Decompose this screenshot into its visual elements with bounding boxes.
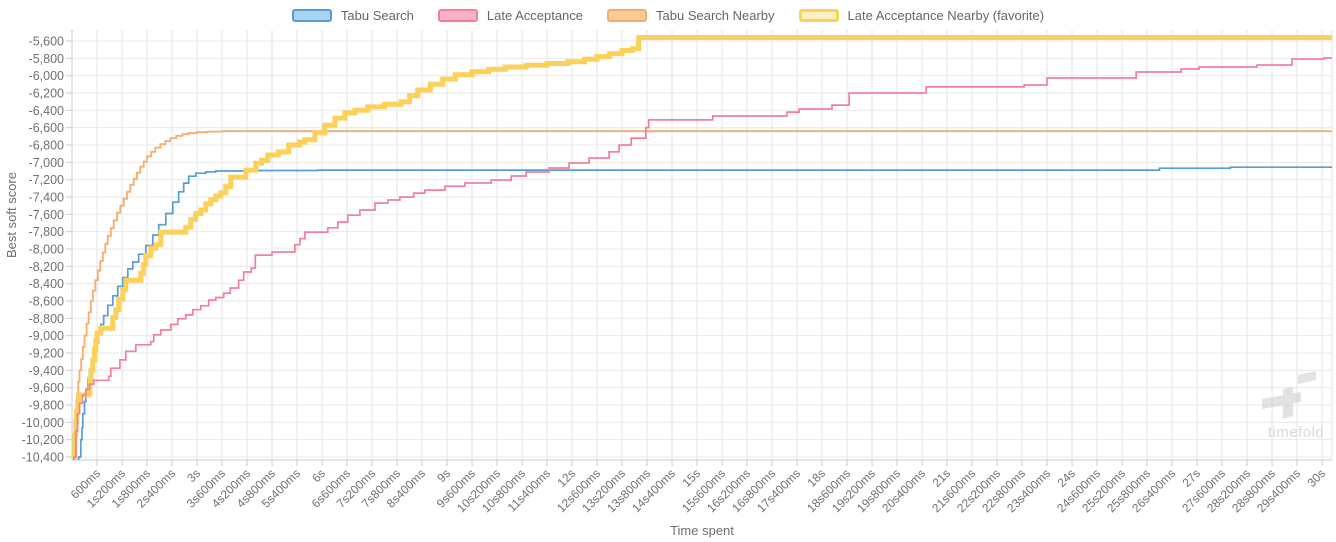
y-tick-label: -5,800 <box>29 52 64 66</box>
y-tick-label: -6,400 <box>29 104 64 118</box>
y-tick-label: -9,200 <box>29 346 64 360</box>
legend-item-late-acceptance[interactable]: Late Acceptance <box>437 8 584 23</box>
x-tick-label: 3s <box>184 466 203 485</box>
y-tick-label: -7,800 <box>29 225 64 239</box>
y-tick-label: -7,600 <box>29 208 64 222</box>
y-tick-label: -6,200 <box>29 86 64 100</box>
y-axis-title: Best soft score <box>4 172 19 258</box>
y-tick-label: -10,400 <box>22 450 64 464</box>
x-tick-label: 30s <box>1305 466 1329 490</box>
timefold-watermark-icon <box>1262 371 1316 419</box>
y-tick-label: -10,000 <box>22 416 64 430</box>
legend-swatch-late-acceptance <box>437 9 478 22</box>
legend-label-tabu-search-nearby: Tabu Search Nearby <box>656 8 775 23</box>
y-tick-label: -8,600 <box>29 294 64 308</box>
y-tick-label: -10,200 <box>22 433 64 447</box>
y-tick-label: -7,200 <box>29 173 64 187</box>
legend-label-tabu-search: Tabu Search <box>340 8 414 23</box>
y-tick-label: -8,400 <box>29 277 64 291</box>
watermark-text: timefold <box>1267 424 1325 441</box>
y-tick-label: -8,800 <box>29 312 64 326</box>
legend-swatch-tabu-search <box>291 9 332 22</box>
y-tick-label: -7,000 <box>29 156 64 170</box>
legend-label-late-acceptance-nearby: Late Acceptance Nearby (favorite) <box>847 8 1045 23</box>
y-tick-label: -9,800 <box>29 398 64 412</box>
series-line-tabu-search-nearby <box>73 130 1332 460</box>
x-tick-label: 6s <box>309 466 328 485</box>
legend-item-tabu-search-nearby[interactable]: Tabu Search Nearby <box>607 8 775 23</box>
legend: Tabu Search Late Acceptance Tabu Search Ne… <box>0 8 1336 23</box>
legend-swatch-late-acceptance-nearby <box>798 9 839 22</box>
y-tick-label: -5,600 <box>29 35 64 49</box>
legend-item-tabu-search[interactable]: Tabu Search <box>291 8 414 23</box>
y-tick-label: -9,000 <box>29 329 64 343</box>
y-tick-label: -6,600 <box>29 121 64 135</box>
y-tick-label: -6,000 <box>29 69 64 83</box>
series-lines <box>71 35 1332 460</box>
x-axis-title: Time spent <box>670 523 734 538</box>
series-line-tabu-search <box>77 166 1332 460</box>
axes <box>66 30 1332 466</box>
legend-item-late-acceptance-nearby[interactable]: Late Acceptance Nearby (favorite) <box>798 8 1045 23</box>
legend-swatch-tabu-search-nearby <box>607 9 648 22</box>
y-tick-label: -9,400 <box>29 364 64 378</box>
y-tick-label: -8,000 <box>29 242 64 256</box>
series-line-late-acceptance-nearby <box>71 35 1332 460</box>
gridlines <box>72 30 1333 460</box>
series-line-late-acceptance <box>73 57 1332 460</box>
legend-label-late-acceptance: Late Acceptance <box>486 8 584 23</box>
y-tick-label: -9,600 <box>29 381 64 395</box>
x-tick-label: 9s <box>434 466 453 485</box>
y-tick-label: -7,400 <box>29 190 64 204</box>
y-tick-labels: -5,600 -5,800 -6,000 -6,200 -6,400 -6,600 -6,8… <box>22 35 64 465</box>
y-tick-label: -6,800 <box>29 138 64 152</box>
y-tick-label: -8,200 <box>29 260 64 274</box>
